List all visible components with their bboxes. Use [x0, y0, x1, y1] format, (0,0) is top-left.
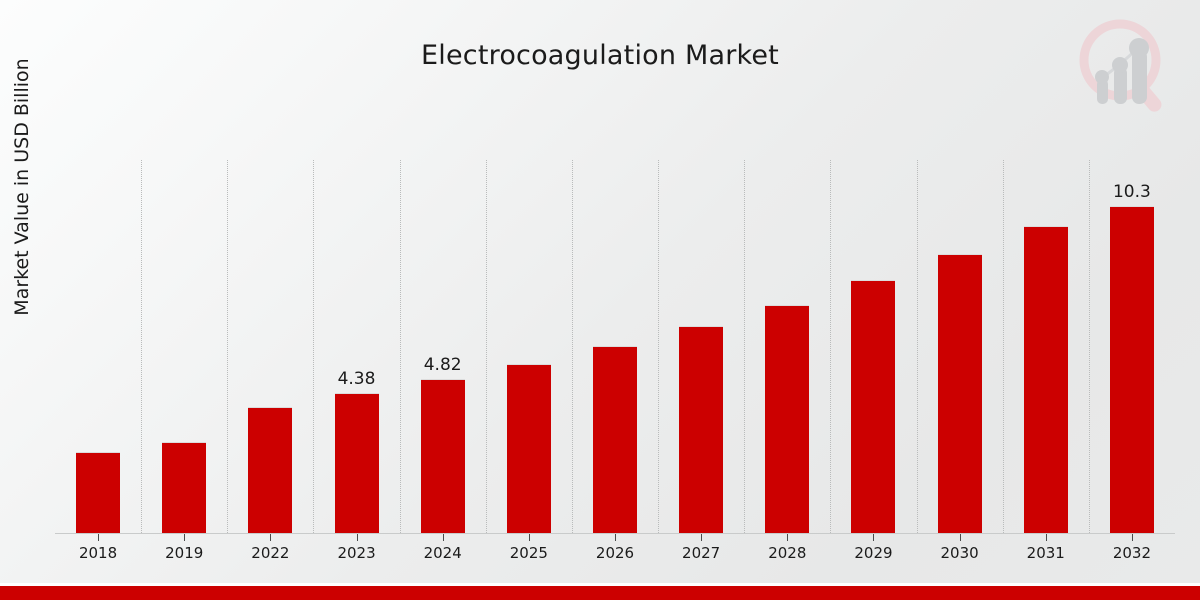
x-axis-tick-label: 2028 [768, 544, 807, 562]
x-axis-line [55, 533, 1175, 534]
x-axis-tick-label: 2022 [251, 544, 290, 562]
bar[interactable] [851, 280, 896, 533]
bar-slot [486, 160, 572, 533]
x-axis-tick [615, 534, 616, 541]
page-title: Electrocoagulation Market [421, 40, 779, 71]
bar[interactable] [334, 393, 379, 533]
gridline [141, 160, 143, 533]
x-axis-tick-label: 2027 [682, 544, 721, 562]
bar-value-label: 10.3 [1112, 181, 1151, 202]
bar-slot: 4.82 [400, 160, 486, 533]
bar-value-label: 4.82 [423, 355, 462, 376]
bar-slot [227, 160, 313, 533]
gridline [1088, 160, 1091, 533]
gridline [658, 160, 660, 533]
bar[interactable] [1023, 226, 1068, 533]
magnifier-bar-chart-watermark-logo [1074, 14, 1178, 118]
bar[interactable] [162, 442, 207, 533]
x-axis-tick [184, 534, 186, 541]
bar-slot [1003, 160, 1089, 533]
x-axis-tick [959, 534, 961, 541]
gridline [399, 160, 402, 533]
gridline [485, 160, 488, 533]
gridline [227, 160, 229, 533]
x-axis-tick-label: 2018 [78, 544, 118, 562]
gridline [744, 160, 746, 533]
gridline [1002, 160, 1005, 533]
bar[interactable] [506, 364, 551, 533]
bar-slot: 10.3 [1089, 160, 1175, 533]
bar[interactable] [1109, 205, 1154, 533]
x-axis-tick [1131, 534, 1133, 541]
x-axis-tick [270, 534, 272, 541]
footer-band [0, 586, 1200, 600]
bar[interactable] [248, 407, 293, 533]
x-axis-tick-label: 2026 [595, 544, 635, 562]
bar-slot [917, 160, 1003, 533]
bar[interactable] [592, 345, 637, 533]
x-axis-tick-label: 2032 [1112, 544, 1152, 562]
bar-slot [55, 160, 141, 533]
x-axis-tick [873, 534, 875, 541]
x-axis-tick-label: 2024 [423, 544, 462, 562]
bar-slot [141, 160, 227, 533]
x-axis-tick-label: 2031 [1026, 544, 1065, 562]
x-axis-tick-label: 2019 [165, 544, 204, 562]
x-axis-tick [442, 534, 444, 541]
x-axis-tick [787, 534, 789, 541]
gridline [571, 160, 574, 533]
bar-slot: 4.38 [313, 160, 399, 533]
gridline [313, 160, 315, 533]
bar[interactable] [679, 326, 724, 533]
bar[interactable] [420, 379, 465, 533]
x-axis-tick [701, 534, 703, 541]
plot-area: 4.38 4.82 10.3 [55, 160, 1175, 533]
y-axis-title: Market Value in USD Billion [11, 58, 33, 316]
bar-slot [744, 160, 830, 533]
x-axis-tick-label: 2029 [854, 544, 893, 562]
gridline [830, 160, 832, 533]
x-axis-tick [1045, 534, 1047, 541]
bar[interactable] [937, 254, 982, 533]
x-axis-tick-label: 2030 [940, 544, 979, 562]
gridline [916, 160, 919, 533]
bar-slot [658, 160, 744, 533]
x-axis-tick [98, 534, 100, 541]
bar-slot [830, 160, 916, 533]
bar-value-label: 4.38 [337, 369, 376, 390]
bar[interactable] [765, 305, 810, 533]
x-axis-tick-label: 2023 [337, 544, 376, 562]
x-axis-tick [528, 534, 530, 541]
bar[interactable] [76, 452, 121, 533]
footer-gap [0, 583, 1200, 586]
bar-slot [572, 160, 658, 533]
x-axis-tick-label: 2025 [509, 544, 548, 562]
x-axis-tick [356, 534, 358, 541]
